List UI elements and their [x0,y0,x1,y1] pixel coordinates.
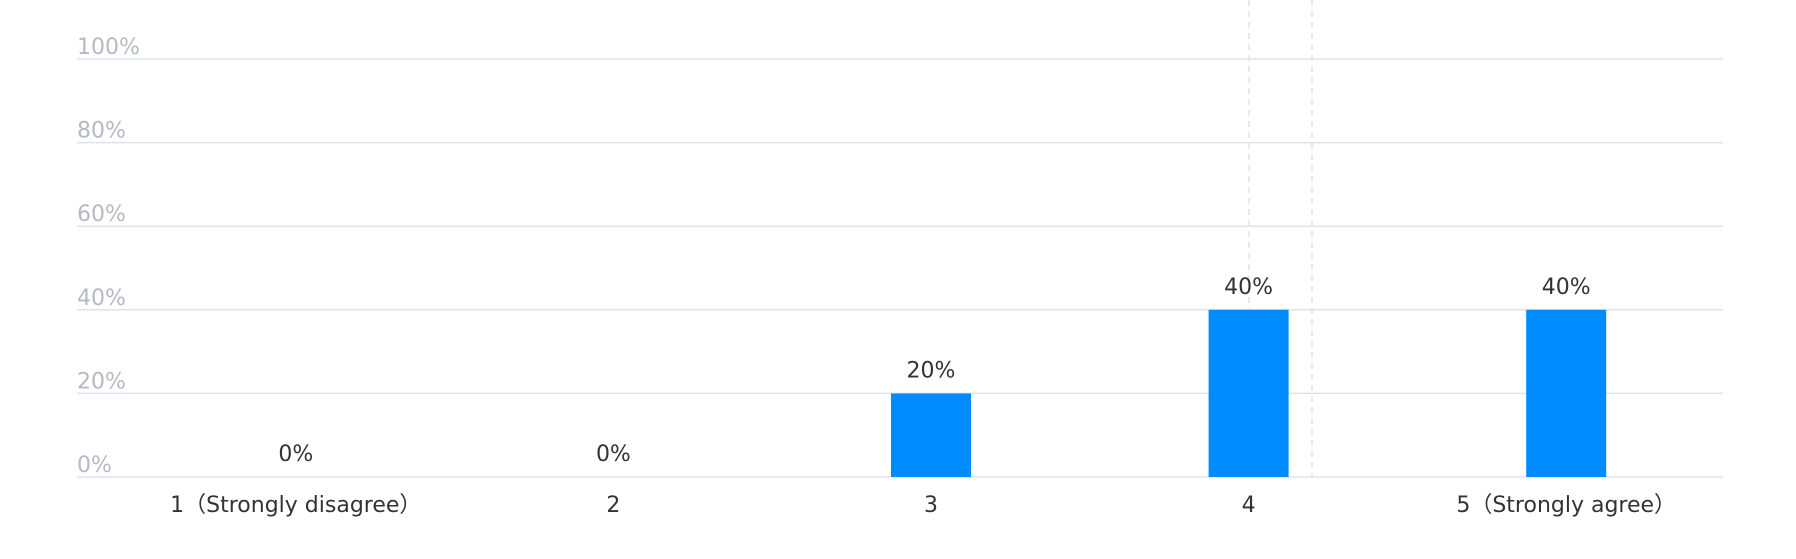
y-tick-label: 40% [77,286,126,311]
y-tick-label: 80% [77,119,126,144]
value-label: 40% [1224,275,1273,300]
bar [891,393,971,477]
y-tick-label: 0% [77,453,112,478]
y-tick-label: 60% [77,202,126,227]
x-tick-label: 5（Strongly agree） [1456,493,1676,518]
y-tick-label: 100% [77,35,140,60]
bar [1208,309,1289,477]
x-tick-label: 2 [606,493,620,518]
bar [1526,309,1607,477]
value-label: 20% [907,358,956,383]
value-label: 0% [278,442,313,467]
x-tick-label: 1（Strongly disagree） [170,493,421,518]
value-label: 40% [1542,275,1591,300]
value-label: 0% [596,442,631,467]
x-tick-label: 3 [924,493,938,518]
x-tick-label: 4 [1242,493,1256,518]
y-tick-label: 20% [77,369,126,394]
